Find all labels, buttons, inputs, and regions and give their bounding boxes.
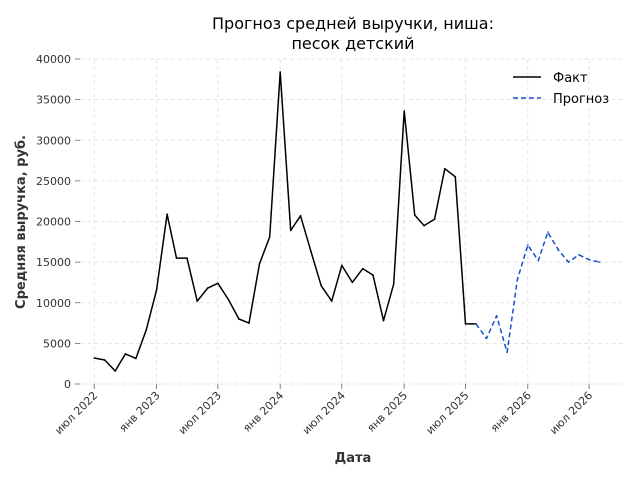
data-point-fact (372, 274, 374, 276)
data-point-fact (268, 236, 271, 238)
x-tick-label: июл 2026 (547, 389, 595, 437)
data-point-fact (454, 176, 457, 178)
legend: Факт Прогноз (513, 71, 609, 107)
data-point-fact (289, 229, 292, 232)
y-tick-label: 40000 (36, 53, 71, 66)
plot-area (93, 71, 601, 372)
data-point-forecast (527, 244, 529, 246)
data-point-fact (238, 318, 240, 320)
y-axis-label: Средняя выручка, руб. (14, 135, 29, 309)
data-point-fact (320, 284, 323, 287)
data-point-forecast (495, 315, 498, 317)
x-tick-label: июл 2022 (52, 389, 100, 437)
data-point-fact (248, 322, 250, 324)
data-point-fact (330, 300, 333, 302)
data-point-forecast (557, 249, 560, 251)
x-axis-label: Дата (335, 451, 372, 466)
data-point-fact (135, 357, 137, 360)
x-tick-label: янв 2026 (488, 389, 534, 435)
chart-title-line2: песок детский (291, 34, 414, 53)
data-point-fact (341, 264, 343, 267)
data-point-fact (114, 370, 116, 372)
data-point-fact (444, 167, 446, 170)
y-tick-label: 0 (64, 378, 71, 391)
data-point-fact (310, 250, 312, 253)
data-point-forecast (485, 337, 488, 340)
data-point-fact (103, 359, 106, 361)
data-point-fact (464, 323, 467, 325)
data-point-fact (258, 263, 261, 265)
series-line-forecast (475, 231, 600, 354)
data-point-fact (166, 213, 168, 215)
y-tick-label: 5000 (43, 337, 71, 350)
data-point-fact (423, 224, 425, 227)
data-point-forecast (516, 279, 519, 281)
data-point-forecast (598, 261, 601, 263)
legend-label-forecast: Прогноз (553, 92, 609, 107)
data-point-fact (175, 257, 178, 259)
x-tick-label: июл 2024 (300, 389, 348, 437)
data-point-fact (124, 353, 127, 355)
y-tick-label: 20000 (36, 216, 71, 229)
x-tick-label: июл 2023 (176, 389, 224, 437)
y-tick-label: 25000 (36, 175, 71, 188)
data-point-fact (362, 267, 364, 270)
data-point-fact (206, 287, 209, 289)
y-tick-label: 30000 (36, 134, 71, 147)
legend-label-fact: Факт (553, 71, 588, 86)
data-point-forecast (547, 231, 549, 233)
data-point-forecast (506, 351, 508, 354)
y-tick-label: 10000 (36, 297, 71, 310)
x-tick-label: янв 2024 (240, 389, 286, 435)
data-point-fact (217, 282, 219, 285)
data-point-fact (196, 300, 198, 302)
data-point-fact (403, 110, 406, 112)
chart-title-line1: Прогноз средней выручки, ниша: (212, 14, 494, 33)
data-point-forecast (567, 261, 570, 263)
x-tick-label: июл 2025 (424, 389, 472, 437)
y-tick-label: 15000 (36, 256, 71, 269)
ticks: 0 5000 10000 15000 20000 25000 30000 35000 40000… (36, 53, 595, 437)
data-point-fact (433, 218, 436, 220)
data-point-fact (279, 71, 282, 73)
data-point-fact (351, 281, 354, 284)
data-point-forecast (588, 258, 590, 261)
data-point-forecast (537, 259, 540, 262)
data-point-fact (413, 214, 416, 216)
x-tick-label: янв 2023 (117, 389, 163, 435)
data-point-forecast (578, 254, 580, 256)
y-tick-label: 35000 (36, 94, 71, 107)
data-point-fact (145, 329, 147, 332)
data-point-fact (392, 283, 395, 285)
grid (80, 58, 625, 385)
series-line-fact (94, 71, 476, 372)
data-point-fact (299, 215, 302, 217)
data-point-fact (186, 257, 188, 259)
data-point-fact (93, 357, 95, 359)
x-tick-label: янв 2025 (364, 389, 410, 435)
data-point-fact (227, 298, 230, 301)
data-point-forecast (475, 323, 477, 325)
data-point-fact (382, 319, 385, 322)
data-point-fact (155, 289, 158, 291)
